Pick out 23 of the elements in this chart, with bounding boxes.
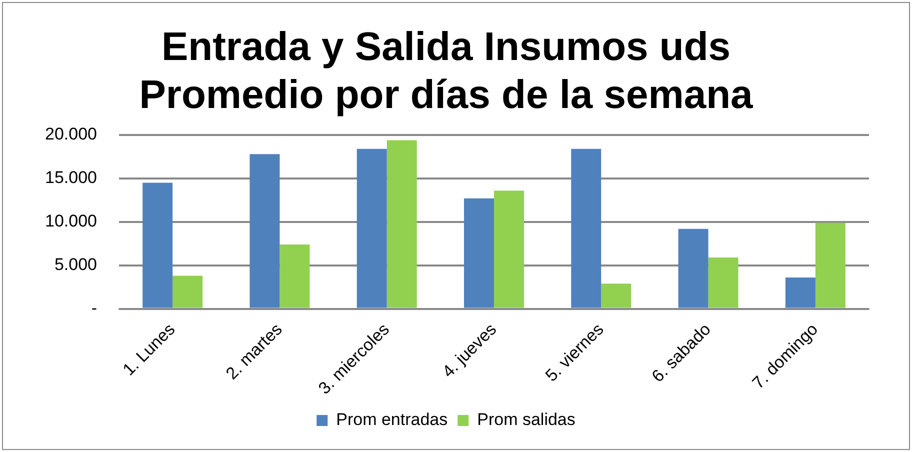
y-tick-label: 5.000 [54,255,97,274]
y-tick-label: 10.000 [44,212,97,231]
bar [356,148,387,308]
bar [708,258,738,308]
bar [142,182,173,308]
legend-label: Prom salidas [477,410,576,430]
bar [280,244,310,308]
bar [464,198,494,308]
bar [601,284,632,308]
y-tick-label: 20.000 [44,124,97,144]
y-tick-label: 15.000 [44,168,97,188]
y-tick-label: - [91,298,97,318]
bar [815,222,846,308]
text: Entrada y Salida Insumos uds [161,25,731,70]
bar [494,190,524,308]
bar [678,228,708,308]
text: Promedio por días de la semana [139,73,753,118]
bar [172,276,203,308]
bar [386,140,417,308]
bar [785,277,816,308]
bar [250,154,280,308]
legend-label: Prom entradas [336,410,448,430]
bar [571,148,602,308]
